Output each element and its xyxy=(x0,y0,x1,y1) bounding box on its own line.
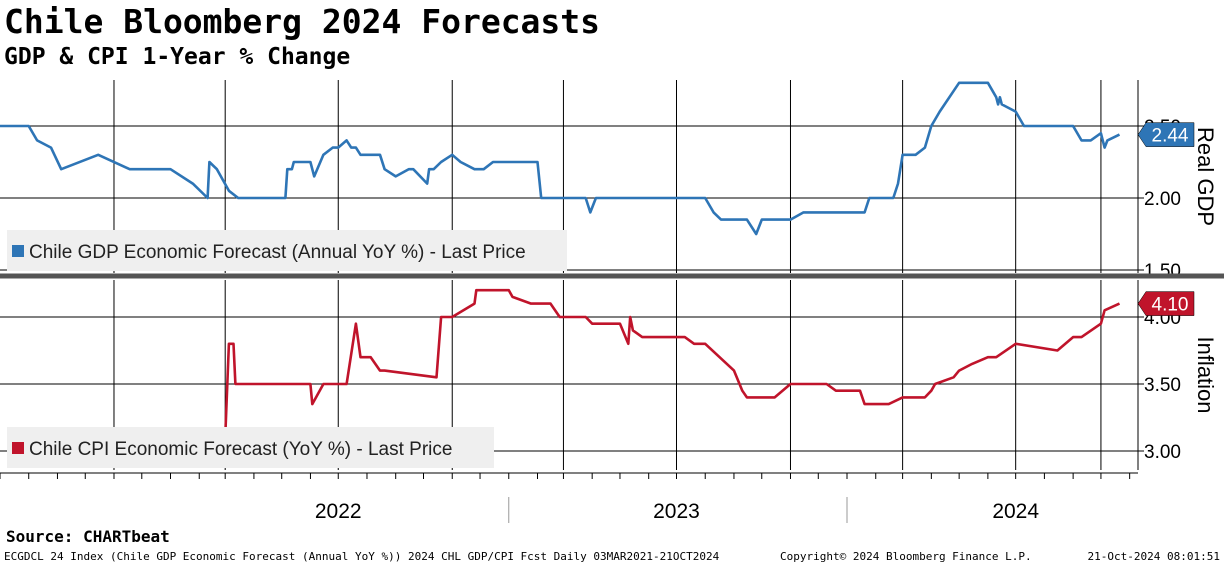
x-year-label: 2022 xyxy=(315,500,362,523)
cpi-y-tick-label: 3.50 xyxy=(1144,375,1181,396)
gdp-legend-swatch xyxy=(12,245,24,257)
gdp-y-tick-label: 2.00 xyxy=(1144,189,1181,210)
cpi-y-axis-title: Inflation xyxy=(1193,336,1218,413)
x-year-label: 2023 xyxy=(653,500,700,523)
footer-copyright: Copyright© 2024 Bloomberg Finance L.P. xyxy=(780,550,1032,563)
cpi-y-tick-label: 3.00 xyxy=(1144,442,1181,463)
gdp-legend-box xyxy=(7,230,567,271)
gdp-legend-label: Chile GDP Economic Forecast (Annual YoY … xyxy=(29,242,526,263)
gdp-last-value-label: 2.44 xyxy=(1152,126,1189,147)
gdp-y-tick-label: 1.50 xyxy=(1144,261,1181,282)
source-label: Source: CHARTbeat xyxy=(6,527,170,546)
x-year-label: 2024 xyxy=(992,500,1039,523)
cpi-legend-box xyxy=(7,427,494,468)
gdp-last-value-marker xyxy=(1137,122,1195,147)
footer-security-info: ECGDCL 24 Index (Chile GDP Economic Fore… xyxy=(4,550,720,563)
gdp-series-line xyxy=(0,81,1121,236)
cpi-legend-swatch xyxy=(12,442,24,454)
cpi-series-line xyxy=(57,288,1121,453)
cpi-last-value-marker xyxy=(1137,291,1195,316)
cpi-last-value-label: 4.10 xyxy=(1152,295,1189,316)
chart-subtitle: GDP & CPI 1-Year % Change xyxy=(4,44,351,70)
cpi-legend-label: Chile CPI Economic Forecast (YoY %) - La… xyxy=(29,439,452,460)
footer-timestamp: 21-Oct-2024 08:01:51 xyxy=(1087,550,1220,563)
chart-title: Chile Bloomberg 2024 Forecasts xyxy=(4,2,601,41)
gdp-y-axis-title: Real GDP xyxy=(1193,127,1218,226)
